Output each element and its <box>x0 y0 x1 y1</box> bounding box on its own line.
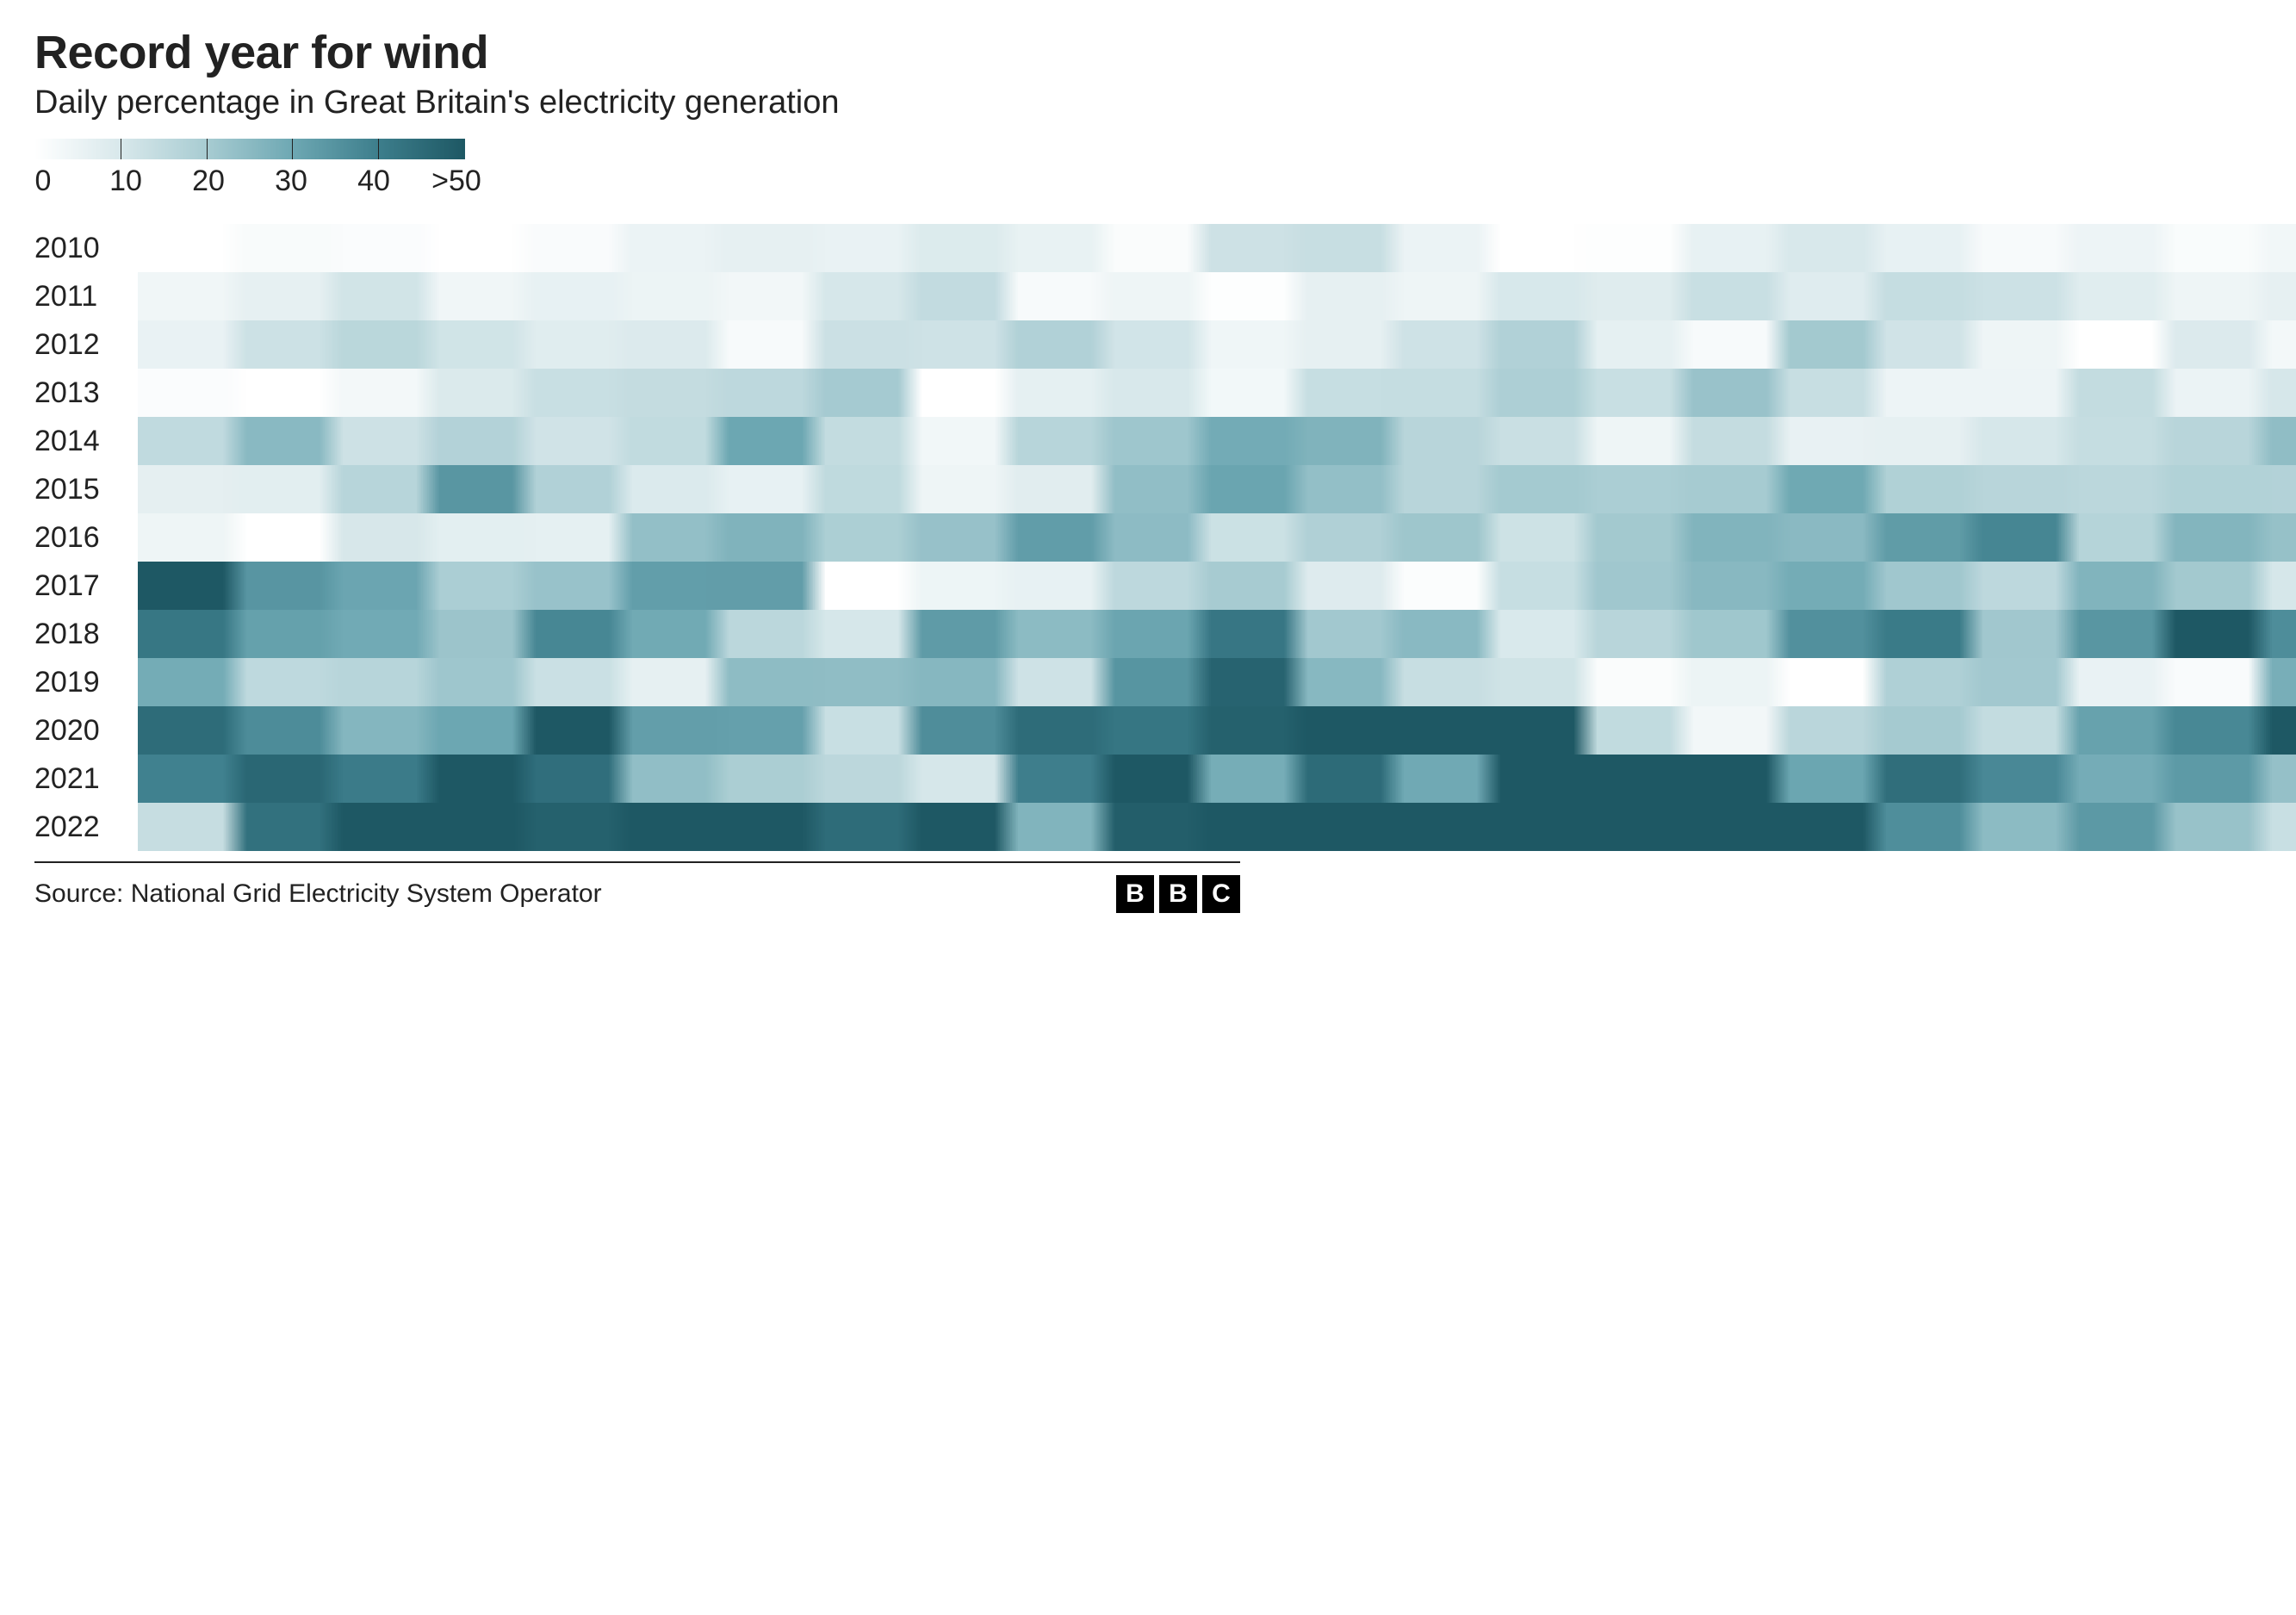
source-text: Source: National Grid Electricity System… <box>34 879 602 909</box>
heatmap-row: 2011 <box>34 272 1240 320</box>
legend-tick <box>34 139 35 159</box>
heatmap-year-canvas <box>138 610 2296 658</box>
heatmap-row: 2010 <box>34 224 1240 272</box>
year-label: 2022 <box>34 811 138 844</box>
heatmap-year-canvas <box>138 272 2296 320</box>
year-label: 2014 <box>34 425 138 458</box>
heatmap-row: 2018 <box>34 610 1240 658</box>
chart-subtitle: Daily percentage in Great Britain's elec… <box>34 84 1240 121</box>
legend-label: 20 <box>183 165 234 198</box>
year-label: 2016 <box>34 521 138 555</box>
legend-tick <box>378 139 379 159</box>
heatmap-year-canvas <box>138 706 2296 755</box>
legend-tick <box>207 139 208 159</box>
heatmap-row: 2012 <box>34 320 1240 369</box>
heatmap-row: 2019 <box>34 658 1240 706</box>
year-label: 2013 <box>34 376 138 410</box>
year-label: 2012 <box>34 328 138 362</box>
legend-labels: 0 10 20 30 40 >50 <box>17 165 482 198</box>
heatmap-row: 2015 <box>34 465 1240 513</box>
legend-ticks <box>34 139 465 159</box>
heatmap-year-canvas <box>138 465 2296 513</box>
heatmap-row: 2022 <box>34 803 1240 851</box>
chart-container: Record year for wind Daily percentage in… <box>0 0 1275 939</box>
heatmap-year-canvas <box>138 513 2296 562</box>
heatmap-row: 2016 <box>34 513 1240 562</box>
color-legend: 010203040>50 <box>34 139 1240 198</box>
legend-label: 10 <box>100 165 152 198</box>
year-label: 2011 <box>34 280 138 314</box>
heatmap-row: 2017 <box>34 562 1240 610</box>
heatmap-row: 2020 <box>34 706 1240 755</box>
year-label: 2017 <box>34 569 138 603</box>
heatmap: 2010 2011 2012 2013 2014 2015 2016 2017 2018 2019… <box>34 224 1240 851</box>
chart-footer: Source: National Grid Electricity System… <box>34 861 1240 913</box>
year-label: 2015 <box>34 473 138 506</box>
legend-bar-wrap <box>34 139 465 159</box>
legend-label: >50 <box>431 165 482 198</box>
heatmap-year-canvas <box>138 369 2296 417</box>
year-label: 2010 <box>34 232 138 265</box>
bbc-logo-block: C <box>1202 875 1240 913</box>
legend-label: 0 <box>17 165 69 198</box>
bbc-logo-block: B <box>1159 875 1197 913</box>
year-label: 2018 <box>34 618 138 651</box>
legend-tick <box>292 139 293 159</box>
legend-tick <box>464 139 465 159</box>
source-value: National Grid Electricity System Operato… <box>131 879 602 908</box>
heatmap-year-canvas <box>138 755 2296 803</box>
year-label: 2020 <box>34 714 138 748</box>
bbc-logo-block: B <box>1116 875 1154 913</box>
year-label: 2021 <box>34 762 138 796</box>
heatmap-year-canvas <box>138 224 2296 272</box>
legend-label: 30 <box>265 165 317 198</box>
heatmap-year-canvas <box>138 417 2296 465</box>
heatmap-row: 2014 <box>34 417 1240 465</box>
heatmap-year-canvas <box>138 562 2296 610</box>
source-prefix: Source: <box>34 879 131 908</box>
legend-label: 40 <box>348 165 400 198</box>
heatmap-row: 2021 <box>34 755 1240 803</box>
heatmap-year-canvas <box>138 658 2296 706</box>
chart-title: Record year for wind <box>34 26 1240 79</box>
heatmap-year-canvas <box>138 803 2296 851</box>
heatmap-year-canvas <box>138 320 2296 369</box>
heatmap-row: 2013 <box>34 369 1240 417</box>
bbc-logo: BBC <box>1116 875 1240 913</box>
year-label: 2019 <box>34 666 138 699</box>
